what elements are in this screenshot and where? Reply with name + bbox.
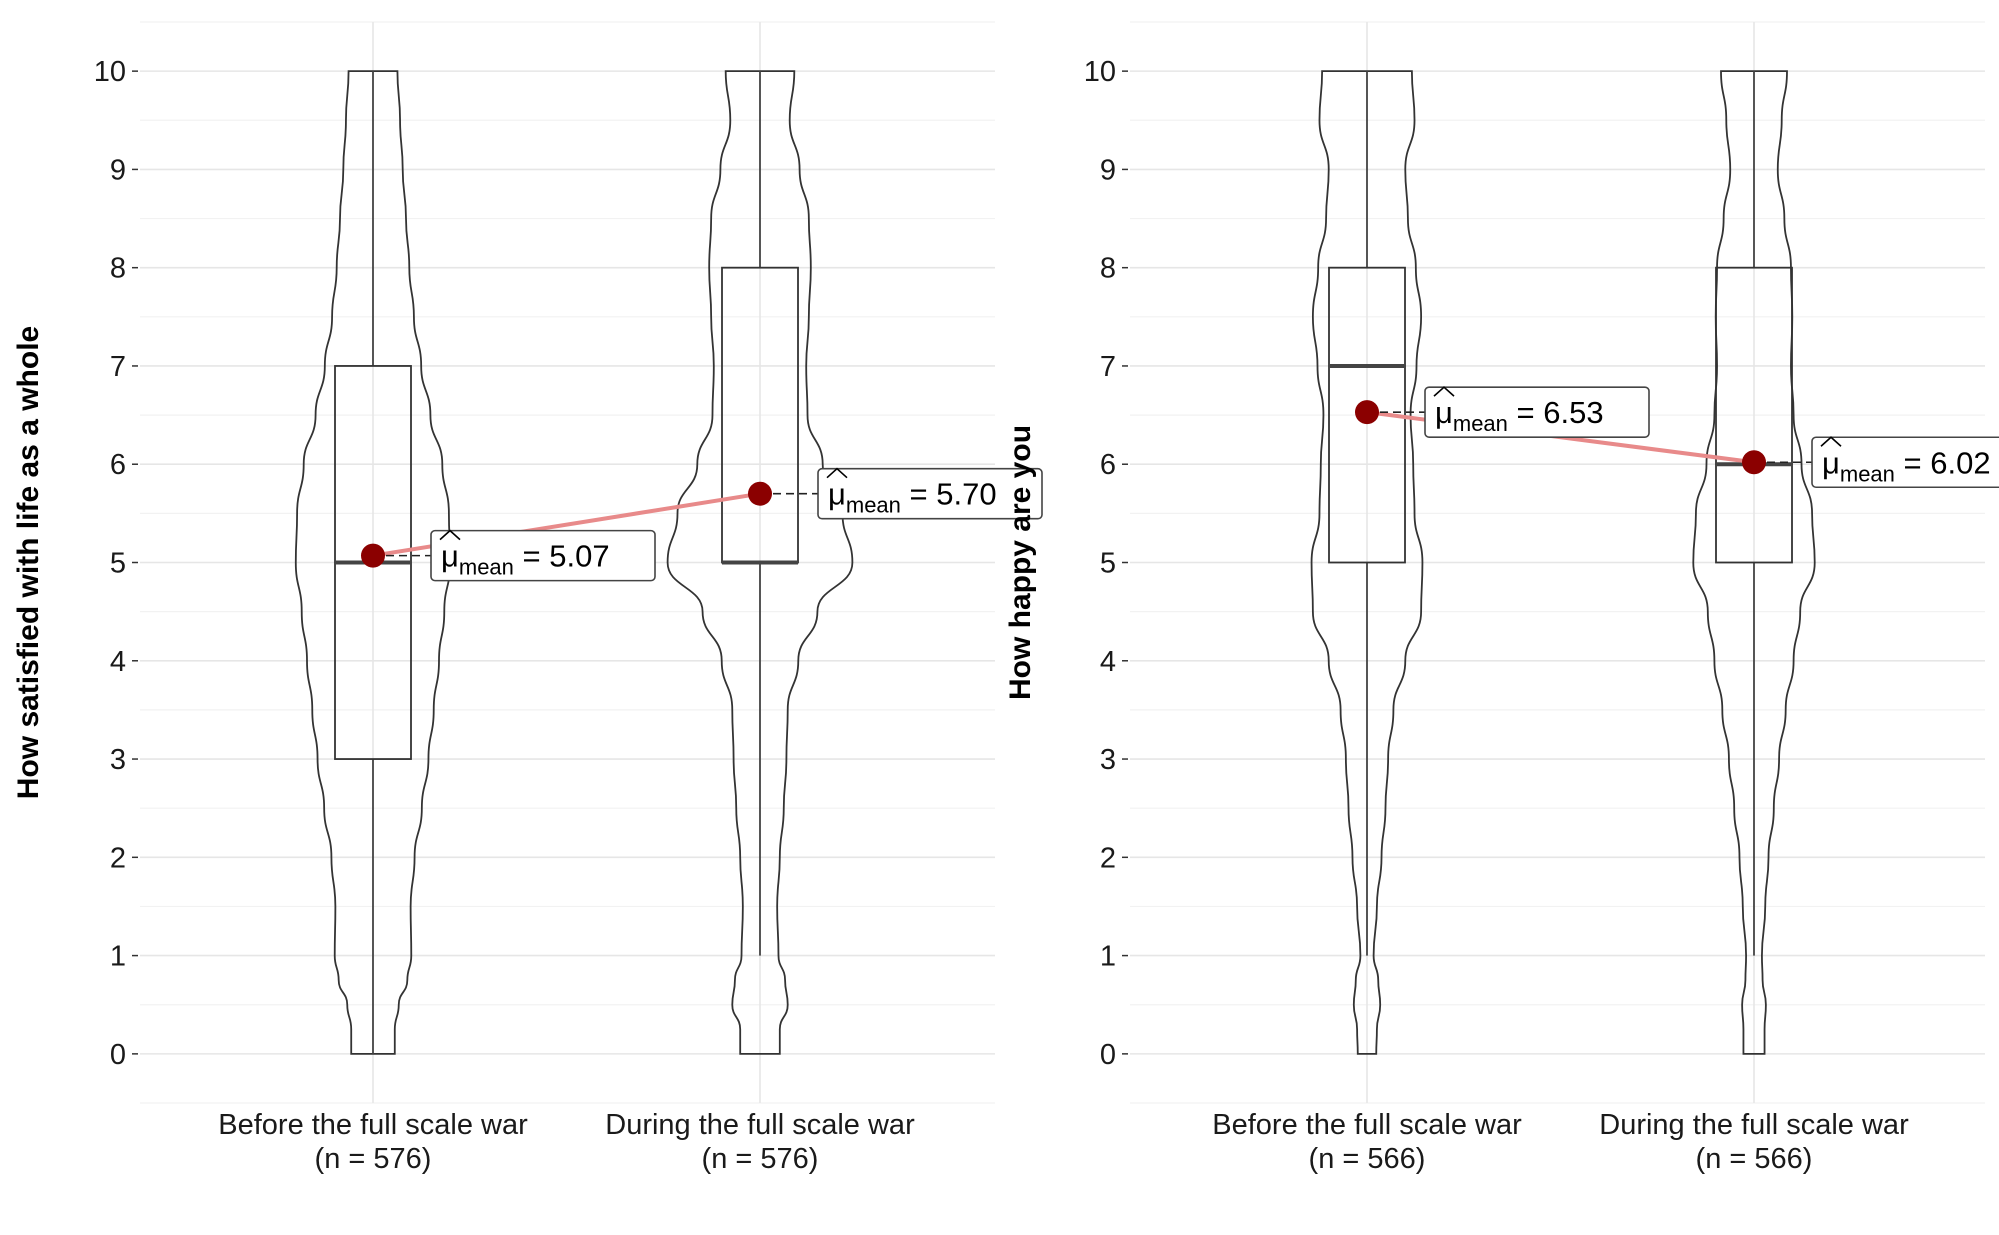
mean-label-subscript: mean [1453, 411, 1508, 436]
mean-label-value: = 5.07 [514, 539, 610, 574]
chart-panel-2: 0 1 2 3 4 5 6 7 8 9 10 How happy are you Before the … [1004, 21, 1999, 1175]
mean-label-box [817, 467, 1043, 520]
mean-point [748, 481, 772, 506]
mean-label-subscript: mean [1840, 461, 1895, 486]
mean-label: μmean = 6.02 [1822, 445, 1991, 486]
y-tick-label: 10 [1084, 56, 1116, 88]
x-tick-label: During the full scale war [605, 1109, 915, 1141]
y-tick-label: 0 [110, 1039, 126, 1071]
x-tick-n-label: (n = 566) [1696, 1143, 1813, 1175]
y-tick-label: 6 [1100, 449, 1116, 481]
violin [666, 70, 854, 1055]
y-tick-label: 4 [1100, 646, 1116, 678]
mean-label-hat [439, 529, 461, 541]
y-tick-label: 9 [1100, 154, 1116, 186]
mean-label-mu: μ [441, 539, 459, 574]
y-tick-label: 3 [110, 744, 126, 776]
y-tick-label: 1 [110, 941, 126, 973]
y-tick-label: 5 [110, 548, 126, 580]
y-tick-label: 9 [110, 154, 126, 186]
mean-label-mu: μ [1822, 445, 1840, 480]
y-axis-label: How happy are you [1004, 425, 1037, 700]
mean-point [1355, 400, 1379, 425]
y-tick-label: 2 [1100, 842, 1116, 874]
mean-label-hat [826, 467, 848, 479]
y-tick-label: 10 [94, 56, 126, 88]
x-tick-n-label: (n = 566) [1309, 1143, 1426, 1175]
mean-label: μmean = 6.53 [1435, 395, 1604, 436]
y-tick-label: 6 [110, 449, 126, 481]
x-tick-label: Before the full scale war [218, 1109, 528, 1141]
x-tick-label: During the full scale war [1599, 1109, 1909, 1141]
y-axis-label: How satisfied with life as a whole [12, 326, 45, 799]
y-tick-label: 0 [1100, 1039, 1116, 1071]
violin [1692, 70, 1816, 1055]
mean-point [1742, 450, 1766, 475]
violin [294, 70, 452, 1055]
y-tick-label: 3 [1100, 744, 1116, 776]
y-tick-label: 7 [1100, 351, 1116, 383]
mean-label-value: = 6.53 [1508, 395, 1604, 430]
mean-label-hat [1820, 436, 1842, 447]
y-tick-label: 4 [110, 646, 126, 678]
chart-panel-1: 0 1 2 3 4 5 6 7 8 9 10 How satisfied with life as a… [12, 21, 1043, 1175]
mean-label-mu: μ [828, 477, 846, 512]
mean-label-hat [1433, 386, 1455, 397]
mean-label: μmean = 5.07 [441, 539, 610, 580]
mean-point [361, 543, 385, 568]
mean-label-box [1811, 436, 1999, 489]
x-tick-n-label: (n = 576) [702, 1143, 819, 1175]
y-tick-label: 8 [110, 253, 126, 285]
mean-label: μmean = 5.70 [828, 477, 997, 518]
violin [1310, 70, 1424, 1055]
y-tick-label: 5 [1100, 548, 1116, 580]
y-tick-label: 8 [1100, 253, 1116, 285]
mean-label-subscript: mean [846, 493, 901, 518]
mean-label-box [430, 529, 656, 582]
box [1715, 266, 1793, 564]
mean-label-subscript: mean [459, 555, 514, 580]
y-tick-label: 2 [110, 842, 126, 874]
mean-label-box [1424, 386, 1650, 438]
mean-label-mu: μ [1435, 395, 1453, 430]
x-tick-n-label: (n = 576) [315, 1143, 432, 1175]
mean-label-value: = 6.02 [1895, 445, 1991, 480]
y-tick-label: 7 [110, 351, 126, 383]
x-tick-label: Before the full scale war [1212, 1109, 1522, 1141]
y-tick-label: 1 [1100, 941, 1116, 973]
mean-label-value: = 5.70 [901, 477, 997, 512]
